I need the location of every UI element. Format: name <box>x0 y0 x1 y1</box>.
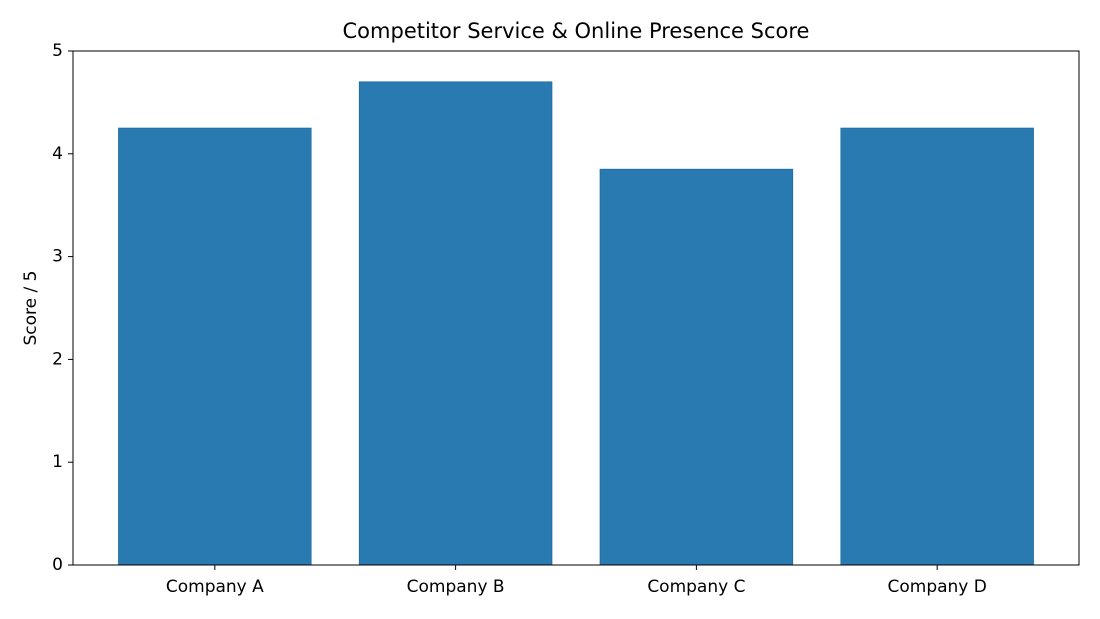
bar <box>840 127 1034 566</box>
y-tick-label: 1 <box>52 452 63 472</box>
x-tick-label: Company A <box>166 577 264 597</box>
y-tick-label: 4 <box>52 144 63 164</box>
y-axis-label: Score / 5 <box>21 271 41 346</box>
bar <box>358 81 553 566</box>
chart-title: Competitor Service & Online Presence Sco… <box>343 19 810 43</box>
bar <box>118 127 312 566</box>
bar <box>599 168 794 566</box>
x-tick-label: Company B <box>407 577 505 597</box>
y-tick-label: 5 <box>52 41 63 61</box>
y-tick-label: 3 <box>52 247 63 267</box>
x-tick-label: Company D <box>887 577 986 597</box>
y-tick-label: 2 <box>52 349 63 369</box>
y-tick-label: 0 <box>52 555 63 575</box>
plot-frame <box>72 50 1080 566</box>
x-tick-label: Company C <box>647 577 745 597</box>
